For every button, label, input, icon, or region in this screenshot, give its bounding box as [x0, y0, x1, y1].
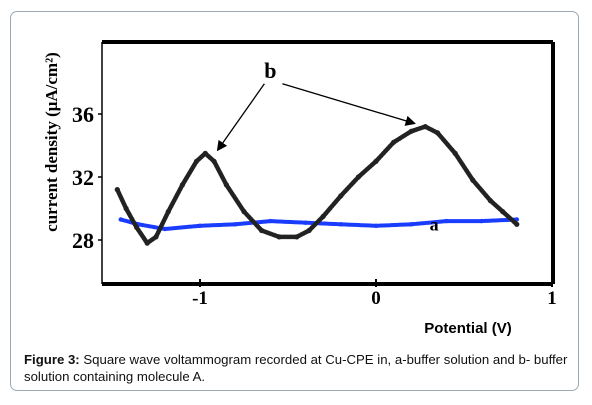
caption-label: Figure 3:: [24, 352, 80, 367]
series-b-point: [487, 198, 493, 204]
series-a-point: [118, 217, 124, 222]
series-a-point: [409, 222, 414, 227]
annotation-arrow-b-1: [216, 83, 265, 152]
series-b-point: [338, 193, 344, 199]
x-tick-label-1: 1: [547, 288, 557, 309]
series-b-point: [202, 150, 208, 156]
annotation-label-a: a: [430, 215, 439, 235]
series-b-point: [391, 139, 397, 145]
series-a-point: [338, 222, 343, 227]
series-b-point: [373, 158, 379, 164]
x-axis-label: Potential (V): [424, 320, 512, 337]
series-b-point: [193, 158, 200, 164]
series-b-point: [500, 209, 506, 215]
series-b-point: [514, 221, 520, 227]
y-tick-label-36: 36: [72, 102, 94, 127]
series-a-point: [373, 223, 379, 228]
series-b-point: [153, 234, 159, 240]
y-tick-label-28: 28: [72, 228, 94, 253]
series-b-point: [223, 182, 229, 188]
series-a-point: [162, 226, 167, 232]
figure-caption: Figure 3: Square wave voltammogram recor…: [24, 351, 572, 385]
series-b-point: [134, 224, 140, 230]
series-b-point: [144, 240, 150, 246]
series-b-point: [114, 187, 120, 193]
x-tick-label--1: -1: [192, 288, 208, 309]
y-axis-label: current density (μA/cm²): [42, 52, 61, 232]
series-b-point: [276, 234, 282, 240]
series-b-point: [306, 227, 312, 234]
series-b-point: [165, 209, 171, 215]
series-a-point: [479, 218, 484, 224]
series-b-point: [211, 158, 217, 164]
figure-frame: [10, 11, 579, 391]
x-tick-label-0: 0: [371, 288, 381, 309]
series-a-point: [233, 222, 238, 227]
series-b-point: [470, 177, 476, 183]
series-a-point: [268, 218, 273, 224]
series-b-point: [355, 174, 361, 180]
caption-text: Square wave voltammogram recorded at Cu-…: [24, 352, 568, 384]
y-tick-label-32: 32: [72, 165, 94, 190]
series-b-point: [179, 182, 185, 188]
series-b-point: [422, 124, 428, 130]
series-b-point: [241, 209, 247, 215]
series-b-line: [115, 124, 520, 246]
series-b-point: [294, 234, 300, 240]
annotation-arrow-b-2: [282, 83, 416, 126]
series-b-point: [452, 150, 458, 156]
series-b-point: [320, 213, 326, 219]
series-b-point: [123, 205, 129, 212]
series-b-point: [408, 128, 414, 134]
series-b-point: [435, 130, 441, 136]
series-a-point: [197, 223, 203, 228]
series-b-point: [259, 227, 265, 234]
series-a-point: [303, 220, 308, 225]
annotation-label-b: b: [264, 58, 276, 83]
series-a-point: [444, 218, 449, 224]
